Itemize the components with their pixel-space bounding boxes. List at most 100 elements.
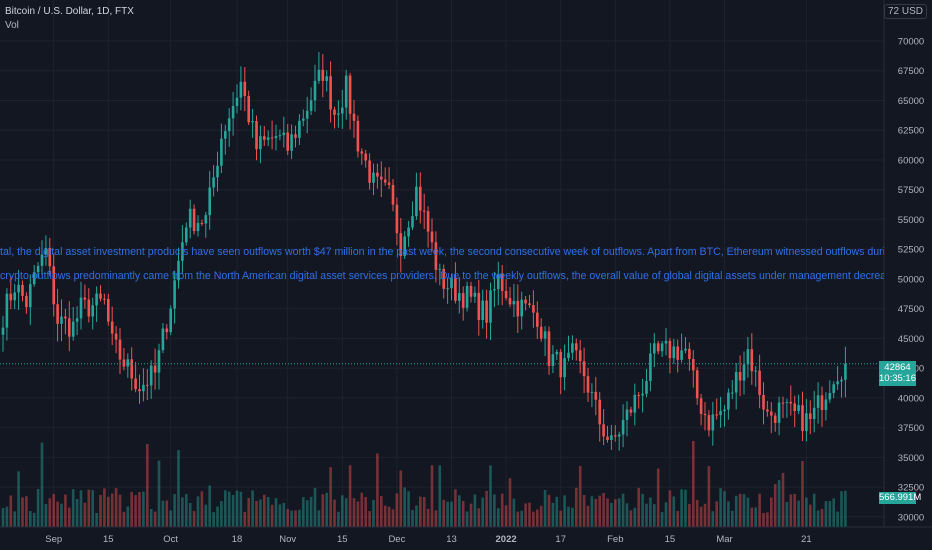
symbol-title[interactable]: Bitcoin / U.S. Dollar, 1D, FTX	[5, 6, 134, 17]
volume-bar	[598, 495, 601, 527]
volume-bar	[555, 496, 559, 527]
volume-bar	[699, 506, 703, 527]
price-tick-label: 37500	[898, 423, 924, 434]
volume-bar	[489, 465, 492, 527]
time-tick-label: 15	[337, 534, 348, 545]
volume-bar	[528, 502, 531, 527]
currency-label[interactable]: 72 USD	[883, 4, 927, 19]
candle-body	[220, 138, 223, 166]
time-tick-label: Oct	[163, 534, 178, 545]
candle-body	[641, 393, 644, 396]
candle-body	[707, 415, 711, 431]
candle-body	[750, 349, 754, 372]
candle-body	[387, 182, 391, 185]
volume-bar	[243, 511, 247, 527]
candle-body	[278, 135, 282, 137]
price-tick-label: 47500	[898, 304, 924, 315]
candle-body	[610, 435, 613, 440]
time-axis[interactable]: Sep 15 Oct 18 Nov 15 Dec 13 2022 17 Feb 15 Mar 21	[0, 526, 932, 545]
volume-legend-label[interactable]: Vol	[5, 20, 19, 31]
volume-bar	[543, 489, 547, 527]
volume-bar	[625, 503, 629, 527]
candle-body	[434, 242, 438, 270]
candle-body	[243, 81, 247, 97]
candle-body	[130, 359, 133, 379]
volume-bar	[844, 490, 847, 527]
volume-bar	[586, 505, 590, 527]
symbol-legend[interactable]: Bitcoin / U.S. Dollar, 1D, FTX Vol	[5, 5, 134, 33]
candle-body	[430, 231, 434, 243]
candle-body	[290, 134, 293, 151]
candle-body	[508, 298, 512, 305]
volume-bar	[707, 466, 711, 527]
time-tick-label: 15	[665, 534, 676, 545]
candle-body	[305, 110, 309, 119]
candle-body	[672, 346, 676, 359]
candle-body	[422, 210, 426, 212]
candle-body	[578, 350, 582, 362]
volume-bar	[329, 467, 332, 527]
volume-bar	[216, 506, 219, 527]
volume-bar	[481, 497, 484, 527]
volume-bar	[610, 502, 613, 527]
overlay-text-line-2: crypto outflows predominantly came from …	[0, 270, 884, 282]
candlestick-series	[1, 52, 847, 451]
candle-body	[844, 363, 847, 380]
candle-body	[114, 333, 118, 340]
candle-body	[699, 398, 703, 414]
candle-body	[9, 293, 13, 301]
candle-body	[313, 80, 317, 101]
candle-body	[536, 312, 539, 327]
candle-body	[777, 402, 781, 423]
candle-body	[399, 233, 403, 257]
volume-bar	[17, 471, 20, 527]
volume-bar	[302, 497, 305, 527]
volume-bar	[617, 498, 621, 527]
volume-bar	[224, 490, 227, 527]
candle-body	[83, 297, 87, 300]
candle-body	[719, 411, 722, 416]
candle-body	[192, 208, 196, 232]
volume-bar	[220, 501, 223, 527]
volume-bar	[559, 510, 562, 527]
volume-bar	[165, 500, 169, 527]
volume-bar	[649, 497, 652, 527]
candle-body	[110, 321, 114, 334]
volume-bar	[746, 497, 750, 527]
candle-body	[403, 236, 406, 257]
candle-body	[337, 113, 340, 115]
candle-body	[586, 376, 590, 393]
candle-body	[251, 121, 254, 123]
candle-body	[391, 184, 395, 205]
candle-body	[438, 268, 442, 270]
volume-bar	[266, 497, 270, 527]
candle-body	[454, 277, 457, 301]
volume-bar	[278, 504, 282, 527]
time-tick-label: 13	[446, 534, 457, 545]
candle-body	[325, 76, 328, 81]
candle-body	[298, 120, 301, 138]
candle-body	[836, 381, 839, 385]
volume-bar	[785, 502, 789, 527]
price-tick-label: 57500	[898, 185, 924, 196]
candle-body	[348, 75, 352, 114]
candle-body	[1, 327, 5, 335]
volume-bar	[142, 491, 145, 527]
volume-bar	[536, 509, 539, 527]
candle-body	[29, 284, 32, 308]
price-axis[interactable]: 3000032500350003750040000425004500047500…	[883, 0, 932, 550]
candle-body	[442, 268, 445, 289]
candle-body	[766, 409, 769, 412]
candle-body	[321, 69, 325, 81]
volume-bar	[64, 494, 67, 527]
volume-bar	[25, 496, 28, 527]
volume-bar	[290, 510, 293, 527]
volume-bar	[450, 501, 453, 527]
volume-bar	[263, 494, 266, 527]
candle-body	[629, 409, 633, 413]
candle-body	[575, 343, 578, 351]
candle-body	[317, 69, 321, 81]
volume-bar	[376, 453, 379, 527]
candle-body	[415, 186, 418, 217]
